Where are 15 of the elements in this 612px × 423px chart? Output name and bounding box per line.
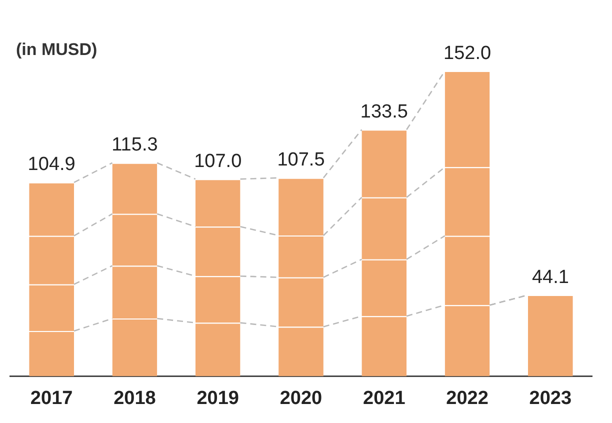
annotation: 107.5: [277, 150, 325, 171]
annotation: 107.0: [194, 150, 242, 172]
annotation: 104.9: [28, 154, 76, 176]
annotation: 115.3: [112, 134, 158, 156]
x-tick-label: 2021: [363, 388, 406, 409]
annotation: 44.1: [532, 266, 569, 288]
x-tick-label: 2018: [114, 388, 156, 409]
x-tick-label: 2020: [280, 388, 322, 409]
annotation: 133.5: [360, 101, 408, 122]
x-tick-label: 2023: [529, 388, 572, 409]
text: (in MUSD): [16, 40, 98, 60]
x-tick-label: 2019: [196, 388, 239, 409]
x-tick-label: 2022: [446, 388, 488, 409]
x-tick-label: 2017: [30, 388, 73, 409]
annotation: 152.0: [444, 42, 492, 64]
